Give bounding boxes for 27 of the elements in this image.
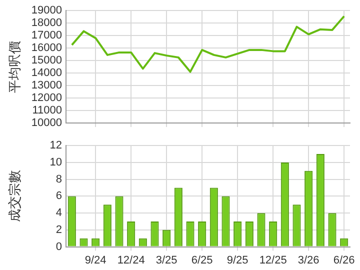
y-axis-title: 平均呎價 xyxy=(8,40,24,93)
y-tick-label: 0 xyxy=(56,240,62,253)
x-tick-label: 6/25 xyxy=(191,254,213,266)
y-tick-label: 6 xyxy=(56,190,62,202)
x-tick-label: 9/25 xyxy=(226,254,248,266)
x-tick-label: 6/26 xyxy=(333,254,355,266)
y-tick-label: 2 xyxy=(56,224,62,236)
y-tick-label: 14000 xyxy=(31,67,62,80)
y-tick-label: 12000 xyxy=(31,92,62,104)
y-tick-label: 19000 xyxy=(31,4,62,17)
y-tick-label: 8 xyxy=(56,173,62,186)
y-tick-label: 16000 xyxy=(31,42,62,54)
x-tick-label: 9/24 xyxy=(84,254,106,266)
y-tick-label: 15000 xyxy=(31,54,62,67)
y-tick-label: 10 xyxy=(50,156,62,168)
x-tick-label: 3/25 xyxy=(156,254,178,266)
x-tick-label: 12/24 xyxy=(117,254,145,266)
y-tick-label: 18000 xyxy=(31,17,62,30)
y-tick-label: 12 xyxy=(50,140,62,152)
y-tick-label: 4 xyxy=(56,207,62,220)
y-tick-label: 13000 xyxy=(31,80,62,92)
y-axis-title: 成交宗數 xyxy=(7,170,24,222)
y-tick-label: 10000 xyxy=(31,117,62,130)
y-tick-label: 11000 xyxy=(32,104,62,117)
x-tick-label: 12/25 xyxy=(259,254,287,266)
x-tick-label: 3/26 xyxy=(298,254,320,266)
y-tick-label: 17000 xyxy=(31,30,62,42)
